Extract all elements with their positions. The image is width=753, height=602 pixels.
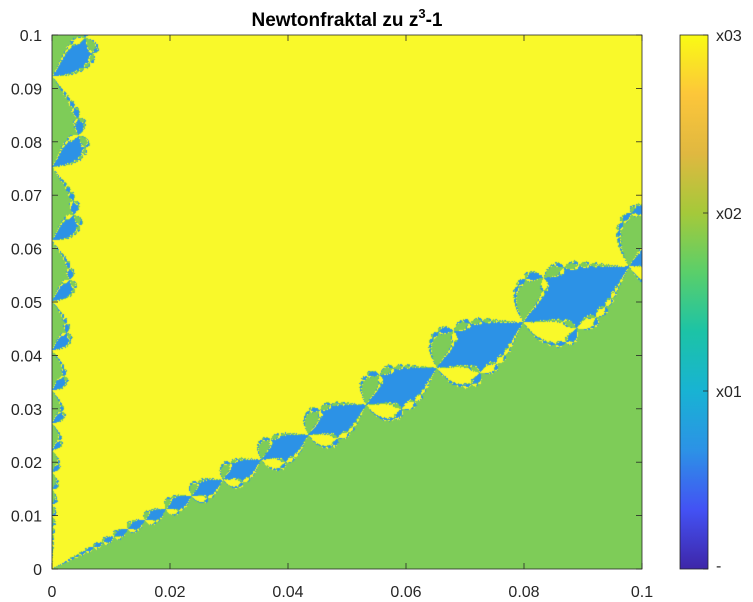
y-axis: 0 0.01 0.02 0.03 0.04 0.05 0.06 0.07 0.08 0.09 0.1 [11,28,642,579]
y-tick-label: 0.01 [11,509,42,526]
x-tick-label: 0.04 [272,584,303,601]
x-tick-label: 0.1 [631,584,653,601]
x-tick-label: 0.08 [508,584,539,601]
y-tick-label: 0.07 [11,188,42,205]
y-tick-label: 0.05 [11,295,42,312]
title-superscript: 3 [418,6,425,21]
plot-area [52,35,642,569]
x-axis: 0 0.02 0.04 0.06 0.08 0.1 [48,35,653,601]
chart-title: Newtonfraktal zu z3-1 [252,6,443,31]
colorbar-tick-label: - [716,558,721,575]
y-tick-label: 0.1 [20,28,42,45]
y-tick-label: 0.03 [11,402,42,419]
y-tick-label: 0.09 [11,81,42,98]
y-tick-label: 0.04 [11,348,42,365]
y-tick-label: 0.06 [11,242,42,259]
colorbar [679,34,709,570]
colorbar-tick-label: x01 [716,384,742,401]
colorbar-tick-label: x02 [716,206,742,223]
colorbar-tick-label: x03 [716,28,742,45]
y-tick-label: 0.08 [11,135,42,152]
y-tick-label: 0 [33,562,42,579]
colorbar-ticks: - x01 x02 x03 [703,28,742,575]
x-tick-label: 0.02 [154,584,185,601]
y-tick-label: 0.02 [11,455,42,472]
x-tick-label: 0 [48,584,57,601]
fractal-image [52,35,642,569]
title-suffix: -1 [426,10,443,31]
x-tick-label: 0.06 [390,584,421,601]
